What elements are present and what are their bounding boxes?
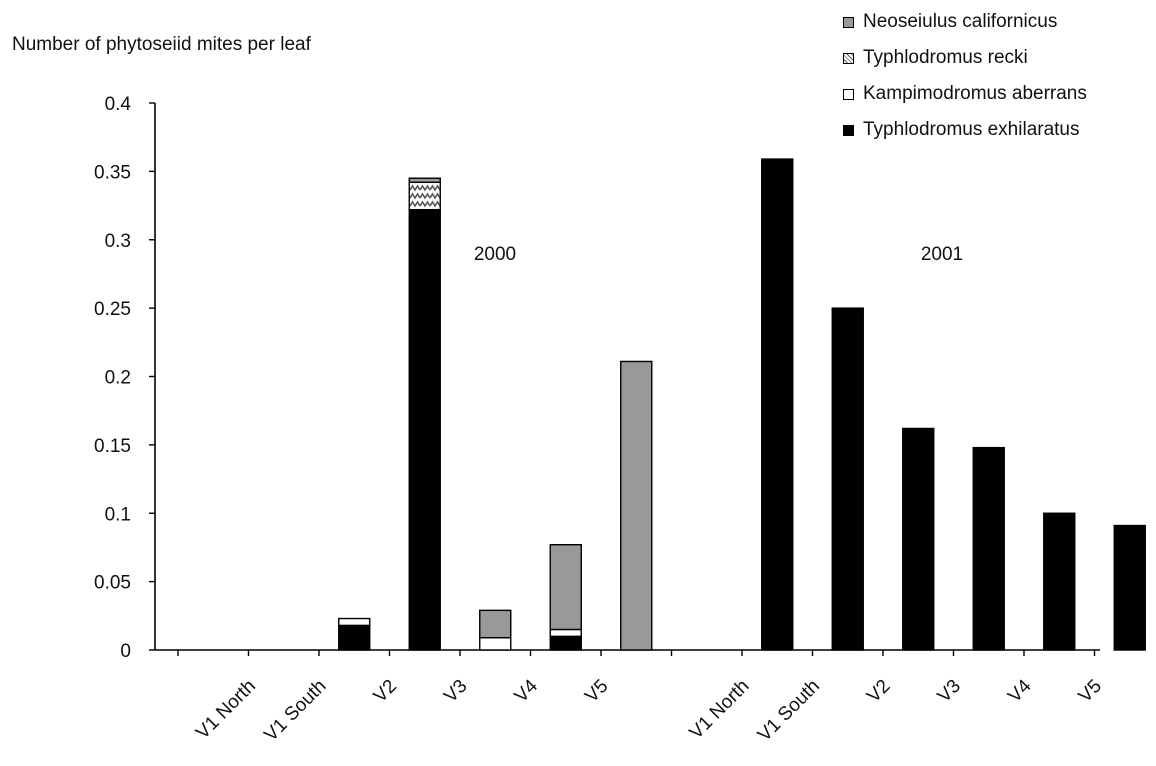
legend-swatch-typhlodromus-exhilaratus xyxy=(843,124,854,136)
legend-label-typhlodromus-exhilaratus: Typhlodromus exhilaratus xyxy=(863,119,1080,140)
legend-item-kampimodromus-aberrans: Kampimodromus aberrans xyxy=(843,76,1087,112)
bar-2001-v2-typhlodromus-exhilaratus xyxy=(902,427,935,651)
bar-2000-v1-south-typhlodromus-exhilaratus xyxy=(338,624,371,651)
x-tick-label: V2 xyxy=(370,676,401,707)
group-label-2000: 2000 xyxy=(474,244,516,265)
bar-2000-v2-typhlodromus-exhilaratus xyxy=(408,208,441,651)
bar-2000-v2-neoseiulus-californicus xyxy=(408,177,441,184)
y-tick-label: 0.15 xyxy=(94,436,131,457)
bar-2000-v2-typhlodromus-recki xyxy=(408,181,441,211)
y-tick-label: 0.3 xyxy=(105,231,131,252)
x-tick-label: V1 South xyxy=(754,676,824,746)
bar-2001-v1-north-typhlodromus-exhilaratus xyxy=(761,158,794,651)
bar-2000-v3-kampimodromus-aberrans xyxy=(479,636,512,651)
bar-2001-v1-south-typhlodromus-exhilaratus xyxy=(831,307,864,651)
y-tick-label: 0.25 xyxy=(94,299,131,320)
y-axis-label: Number of phytoseiid mites per leaf xyxy=(12,34,311,55)
x-tick-label: V3 xyxy=(440,676,471,707)
legend-label-kampimodromus-aberrans: Kampimodromus aberrans xyxy=(863,83,1087,104)
y-tick-label: 0.35 xyxy=(94,162,131,183)
x-tick-label: V1 North xyxy=(192,676,260,744)
group-label-2001: 2001 xyxy=(921,244,963,265)
y-tick-label: 0.05 xyxy=(94,573,131,594)
bar-2000-v4-typhlodromus-exhilaratus xyxy=(549,635,582,651)
legend-item-typhlodromus-exhilaratus: Typhlodromus exhilaratus xyxy=(843,112,1087,148)
y-tick-label: 0.1 xyxy=(105,504,131,525)
x-tick-label: V1 North xyxy=(686,676,754,744)
bar-2001-v4-typhlodromus-exhilaratus xyxy=(1043,512,1076,651)
legend-item-neoseiulus-californicus: Neoseiulus californicus xyxy=(843,4,1087,40)
x-tick-label: V4 xyxy=(1004,675,1036,707)
x-tick-label: V5 xyxy=(1075,676,1106,707)
x-tick-label: V3 xyxy=(934,676,965,707)
x-tick-label: V4 xyxy=(511,675,543,707)
x-tick-label: V2 xyxy=(863,676,894,707)
legend-swatch-neoseiulus-californicus xyxy=(843,16,854,28)
bar-2000-v3-neoseiulus-californicus xyxy=(479,609,512,639)
y-tick-label: 0.4 xyxy=(105,94,132,115)
legend-item-typhlodromus-recki: Typhlodromus recki xyxy=(843,40,1087,76)
x-tick-label: V1 South xyxy=(260,676,330,746)
legend-label-neoseiulus-californicus: Neoseiulus californicus xyxy=(863,11,1058,32)
legend-swatch-kampimodromus-aberrans xyxy=(843,88,854,100)
x-tick-label: V5 xyxy=(581,676,612,707)
legend: Neoseiulus californicus Typhlodromus rec… xyxy=(843,4,1087,148)
bar-2001-v5-typhlodromus-exhilaratus xyxy=(1113,524,1146,651)
bar-2000-v1-south-kampimodromus-aberrans xyxy=(338,617,371,627)
legend-swatch-typhlodromus-recki xyxy=(843,52,854,64)
bar-2000-v5-neoseiulus-californicus xyxy=(620,360,653,651)
bar-2000-v4-neoseiulus-californicus xyxy=(549,544,582,631)
y-tick-label: 0 xyxy=(120,641,131,662)
bar-2000-v4-kampimodromus-aberrans xyxy=(549,628,582,638)
legend-label-typhlodromus-recki: Typhlodromus recki xyxy=(863,47,1028,68)
y-tick-label: 0.2 xyxy=(105,368,131,389)
bar-2001-v3-typhlodromus-exhilaratus xyxy=(972,446,1005,651)
